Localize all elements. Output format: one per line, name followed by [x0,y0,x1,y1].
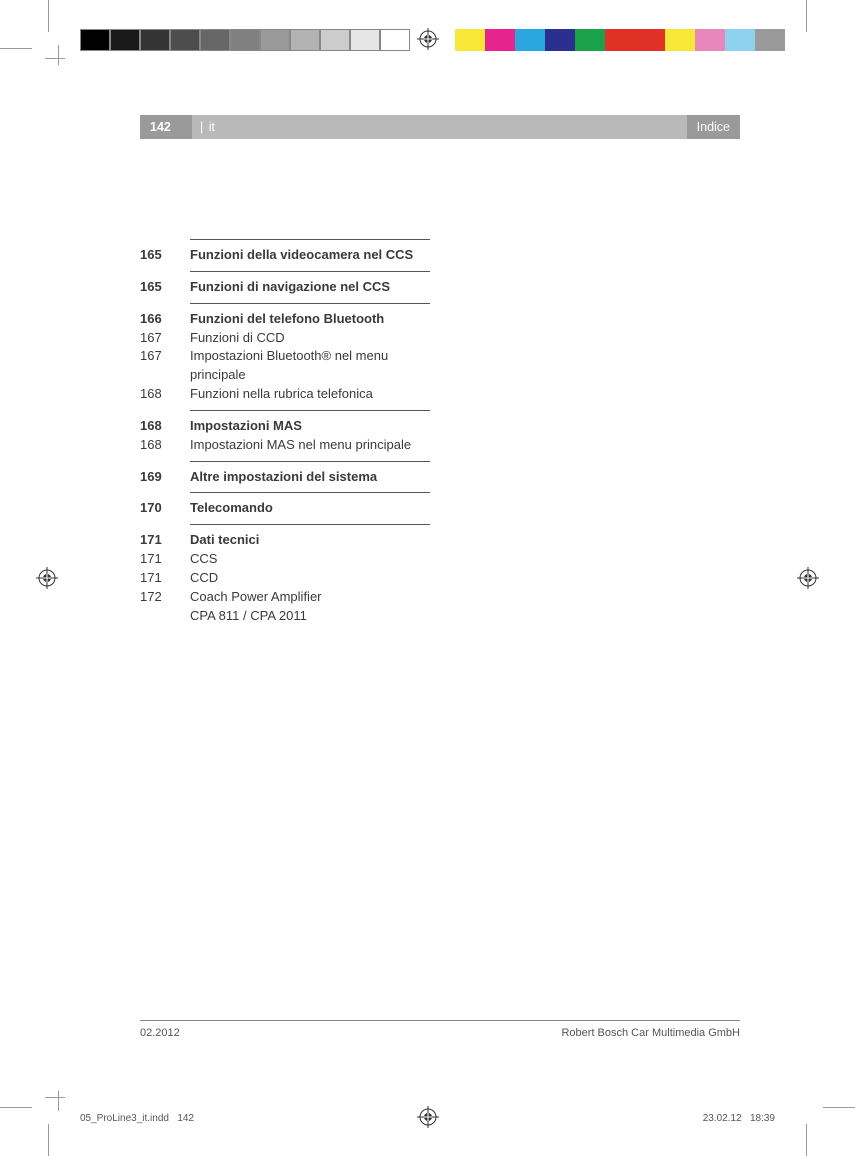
toc-entry: 167Funzioni di CCD [140,329,430,348]
toc-entry: 171CCD [140,569,430,588]
toc-title: CCD [190,569,430,588]
toc-page-number: 165 [140,278,190,297]
table-of-contents: 165Funzioni della videocamera nel CCS165… [140,239,430,632]
gray-step [380,29,410,51]
color-swatch [635,29,665,51]
crop-mark [48,1124,49,1156]
grayscale-calibration-bar [80,29,410,51]
toc-page-number: 171 [140,550,190,569]
toc-page-number: 171 [140,531,190,550]
toc-page-number: 168 [140,385,190,404]
toc-entry: 170Telecomando [140,499,430,518]
color-swatch [695,29,725,51]
toc-entry: 169Altre impostazioni del sistema [140,468,430,487]
crop-mark [0,48,32,49]
color-swatch [515,29,545,51]
imposition-slug: 05_ProLine3_it.indd 142 23.02.12 18:39 [80,1113,775,1124]
color-swatch [665,29,695,51]
page-header: 142 | it Indice [140,115,740,139]
crop-mark [48,0,49,32]
toc-entry: 172Coach Power AmplifierCPA 811 / CPA 20… [140,588,430,626]
toc-entry: 171CCS [140,550,430,569]
toc-entry: 168Impostazioni MAS [140,417,430,436]
color-swatch [755,29,785,51]
header-page-number: 142 [140,115,192,139]
toc-title: Dati tecnici [190,531,430,550]
slug-file: 05_ProLine3_it.indd 142 [80,1113,194,1124]
gray-step [290,29,320,51]
color-swatch [545,29,575,51]
toc-page-number: 167 [140,347,190,385]
color-swatch [725,29,755,51]
toc-page-number: 168 [140,436,190,455]
slug-timestamp: 23.02.12 18:39 [703,1113,775,1124]
crop-mark [806,0,807,32]
toc-title: Funzioni nella rubrica telefonica [190,385,430,404]
toc-title: Impostazioni MAS nel menu princi­pale [190,436,430,455]
color-swatch [605,29,635,51]
toc-title: Coach Power AmplifierCPA 811 / CPA 2011 [190,588,430,626]
registration-mark-icon [36,567,58,589]
toc-entry: 168Funzioni nella rubrica telefonica [140,385,430,404]
gray-step [320,29,350,51]
toc-title: Funzioni del telefono Bluetooth [190,310,430,329]
toc-title: Funzioni di navigazione nel CCS [190,278,430,297]
crop-mark [58,1091,59,1111]
gray-step [230,29,260,51]
page-footer: 02.2012 Robert Bosch Car Multimedia GmbH [140,1020,740,1039]
crop-mark [58,45,59,65]
toc-title: Funzioni di CCD [190,329,430,348]
crop-mark [45,58,65,59]
toc-title: Altre impostazioni del sistema [190,468,430,487]
toc-entry: 167Impostazioni Bluetooth® nel menu prin… [140,347,430,385]
registration-mark-icon [797,567,819,589]
color-swatch [485,29,515,51]
toc-page-number: 167 [140,329,190,348]
toc-page-number: 166 [140,310,190,329]
header-language: | it [192,115,687,139]
gray-step [260,29,290,51]
toc-title: Telecomando [190,499,430,518]
toc-page-number: 169 [140,468,190,487]
toc-entry: 166Funzioni del telefono Bluetooth [140,310,430,329]
gray-step [200,29,230,51]
toc-page-number: 170 [140,499,190,518]
crop-mark [0,1107,32,1108]
toc-page-number: 172 [140,588,190,626]
toc-page-number: 165 [140,246,190,265]
toc-page-number: 168 [140,417,190,436]
color-swatch [575,29,605,51]
crop-mark [45,1097,65,1098]
color-calibration-bar [455,29,785,51]
toc-entry: 165Funzioni della videocamera nel CCS [140,246,430,265]
crop-mark [806,1124,807,1156]
gray-step [110,29,140,51]
page-content: 142 | it Indice 165Funzioni della videoc… [140,115,740,632]
crop-mark [823,1107,855,1108]
toc-entry: 171Dati tecnici [140,531,430,550]
toc-entry: 165Funzioni di navigazione nel CCS [140,278,430,297]
footer-company: Robert Bosch Car Multimedia GmbH [561,1027,740,1039]
toc-title: Funzioni della videocamera nel CCS [190,246,430,265]
header-section-title: Indice [687,115,740,139]
toc-title: Impostazioni Bluetooth® nel menu princip… [190,347,430,385]
gray-step [170,29,200,51]
color-swatch [455,29,485,51]
gray-step [80,29,110,51]
registration-mark-icon [417,28,439,50]
toc-title: CCS [190,550,430,569]
toc-entry: 168Impostazioni MAS nel menu princi­pale [140,436,430,455]
toc-page-number: 171 [140,569,190,588]
gray-step [140,29,170,51]
toc-title: Impostazioni MAS [190,417,430,436]
footer-date: 02.2012 [140,1027,180,1039]
gray-step [350,29,380,51]
